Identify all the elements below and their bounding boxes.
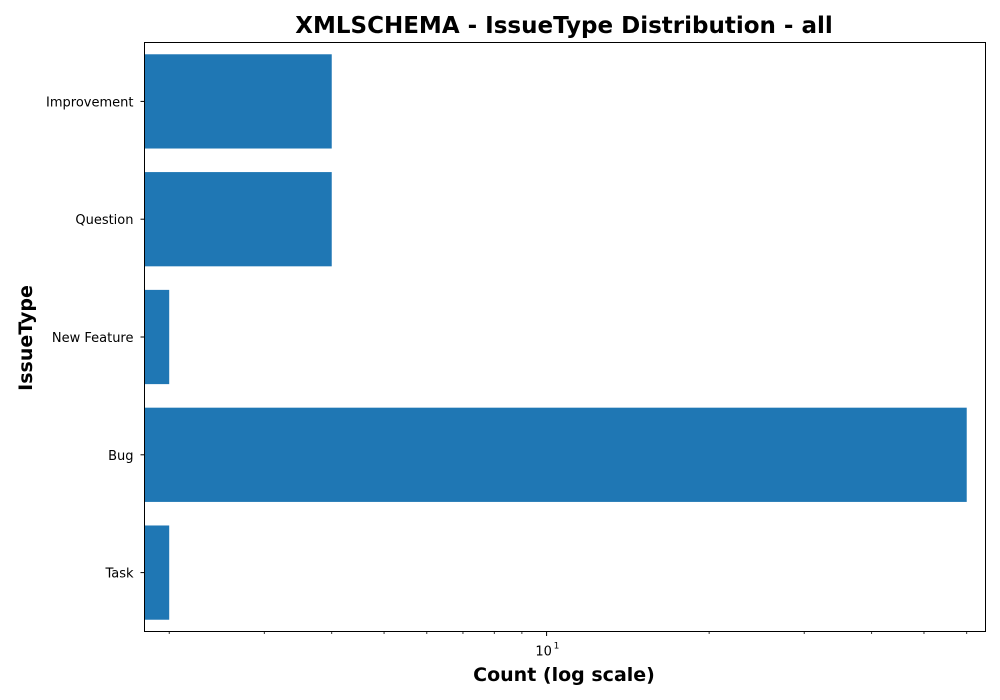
ticks-layer: Improvement Question New Feature Bug Task 10 1	[46, 95, 968, 660]
bar-question	[144, 172, 332, 267]
y-tick-label-task: Task	[104, 567, 134, 582]
x-axis-label: Count (log scale)	[473, 664, 655, 686]
bar-task	[144, 525, 170, 620]
y-tick-label-improvement: Improvement	[46, 95, 133, 110]
bar-improvement	[144, 54, 332, 149]
y-tick-label-new-feature: New Feature	[52, 331, 134, 346]
y-axis-label: IssueType	[15, 285, 37, 391]
bar-bug	[144, 407, 967, 502]
bars-layer	[144, 54, 967, 620]
y-tick-label-bug: Bug	[108, 449, 133, 464]
x-tick-exponent: 1	[554, 642, 560, 652]
bar-new-feature	[144, 289, 170, 385]
y-tick-label-question: Question	[75, 213, 133, 228]
x-tick-label: 10	[535, 645, 552, 660]
plot-frame	[144, 42, 986, 632]
chart-title: XMLSCHEMA - IssueType Distribution - all	[295, 13, 833, 39]
